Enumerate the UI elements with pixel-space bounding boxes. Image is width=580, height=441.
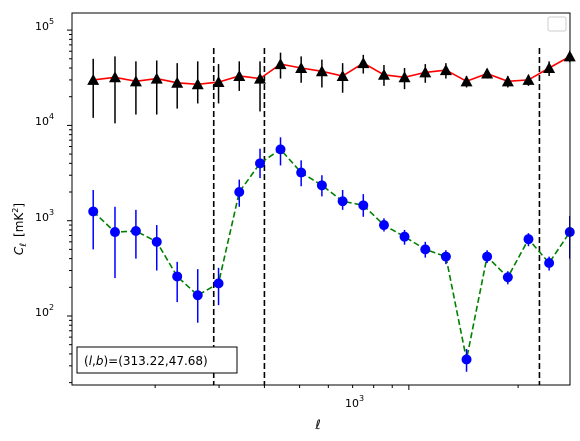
data-point-triangle xyxy=(315,65,328,77)
annotation-box xyxy=(76,346,238,374)
data-point-circle xyxy=(88,206,99,217)
data-point-triangle xyxy=(212,76,225,88)
data-point-circle xyxy=(502,272,513,283)
legend-box xyxy=(547,16,567,32)
data-point-circle xyxy=(109,227,120,238)
data-point-circle xyxy=(461,354,472,365)
data-point-circle xyxy=(420,244,431,255)
data-point-triangle xyxy=(543,62,556,74)
data-point-circle xyxy=(275,144,286,155)
data-point-circle xyxy=(296,167,307,178)
data-point-triangle xyxy=(419,66,432,78)
data-point-circle xyxy=(234,187,245,198)
annotation-text: (l,b)=(313.22,47.68) xyxy=(84,354,208,368)
series-line-circle xyxy=(92,148,571,360)
y-axis-label: Cℓ[mK2] xyxy=(11,203,29,255)
data-point-circle xyxy=(172,271,183,282)
data-point-triangle xyxy=(357,57,370,69)
series-line-triangle xyxy=(93,55,571,86)
data-point-circle xyxy=(255,158,266,169)
data-point-triangle xyxy=(254,72,267,84)
data-point-circle xyxy=(337,196,348,207)
data-point-circle xyxy=(192,290,203,301)
data-point-triangle xyxy=(150,72,163,84)
y-tick-label-1e4: 104 xyxy=(35,112,54,128)
data-point-triangle xyxy=(501,75,514,87)
data-point-triangle xyxy=(87,73,100,85)
y-tick-label-1e3: 103 xyxy=(35,208,54,224)
data-point-circle xyxy=(440,251,451,262)
y-tick-label-1e5: 105 xyxy=(35,17,54,33)
data-point-triangle xyxy=(108,71,121,83)
y-tick-label-1e2: 102 xyxy=(35,303,54,319)
data-point-circle xyxy=(316,180,327,191)
data-point-triangle xyxy=(377,68,390,80)
data-point-circle xyxy=(151,236,162,247)
data-point-triangle xyxy=(439,64,452,76)
data-point-circle xyxy=(482,251,493,262)
data-point-triangle xyxy=(460,75,473,87)
data-point-circle xyxy=(544,257,555,268)
data-point-circle xyxy=(523,234,534,245)
data-point-circle xyxy=(378,220,389,231)
data-point-triangle xyxy=(129,75,142,87)
data-point-triangle xyxy=(171,76,184,88)
data-point-triangle xyxy=(233,69,246,81)
x-tick-label-1e3: 103 xyxy=(345,394,364,410)
data-point-triangle xyxy=(522,73,535,85)
data-point-triangle xyxy=(481,67,494,79)
data-point-triangle xyxy=(336,69,349,81)
data-point-triangle xyxy=(274,58,287,70)
data-point-triangle xyxy=(295,62,308,74)
data-point-circle xyxy=(130,225,141,236)
x-axis-label: ℓ xyxy=(314,418,320,433)
data-point-triangle xyxy=(398,71,411,83)
data-point-circle xyxy=(213,278,224,289)
data-point-circle xyxy=(399,231,410,242)
plot-area xyxy=(67,29,576,390)
data-point-triangle xyxy=(191,78,204,90)
plot-frame xyxy=(71,12,571,386)
data-point-circle xyxy=(358,200,369,211)
